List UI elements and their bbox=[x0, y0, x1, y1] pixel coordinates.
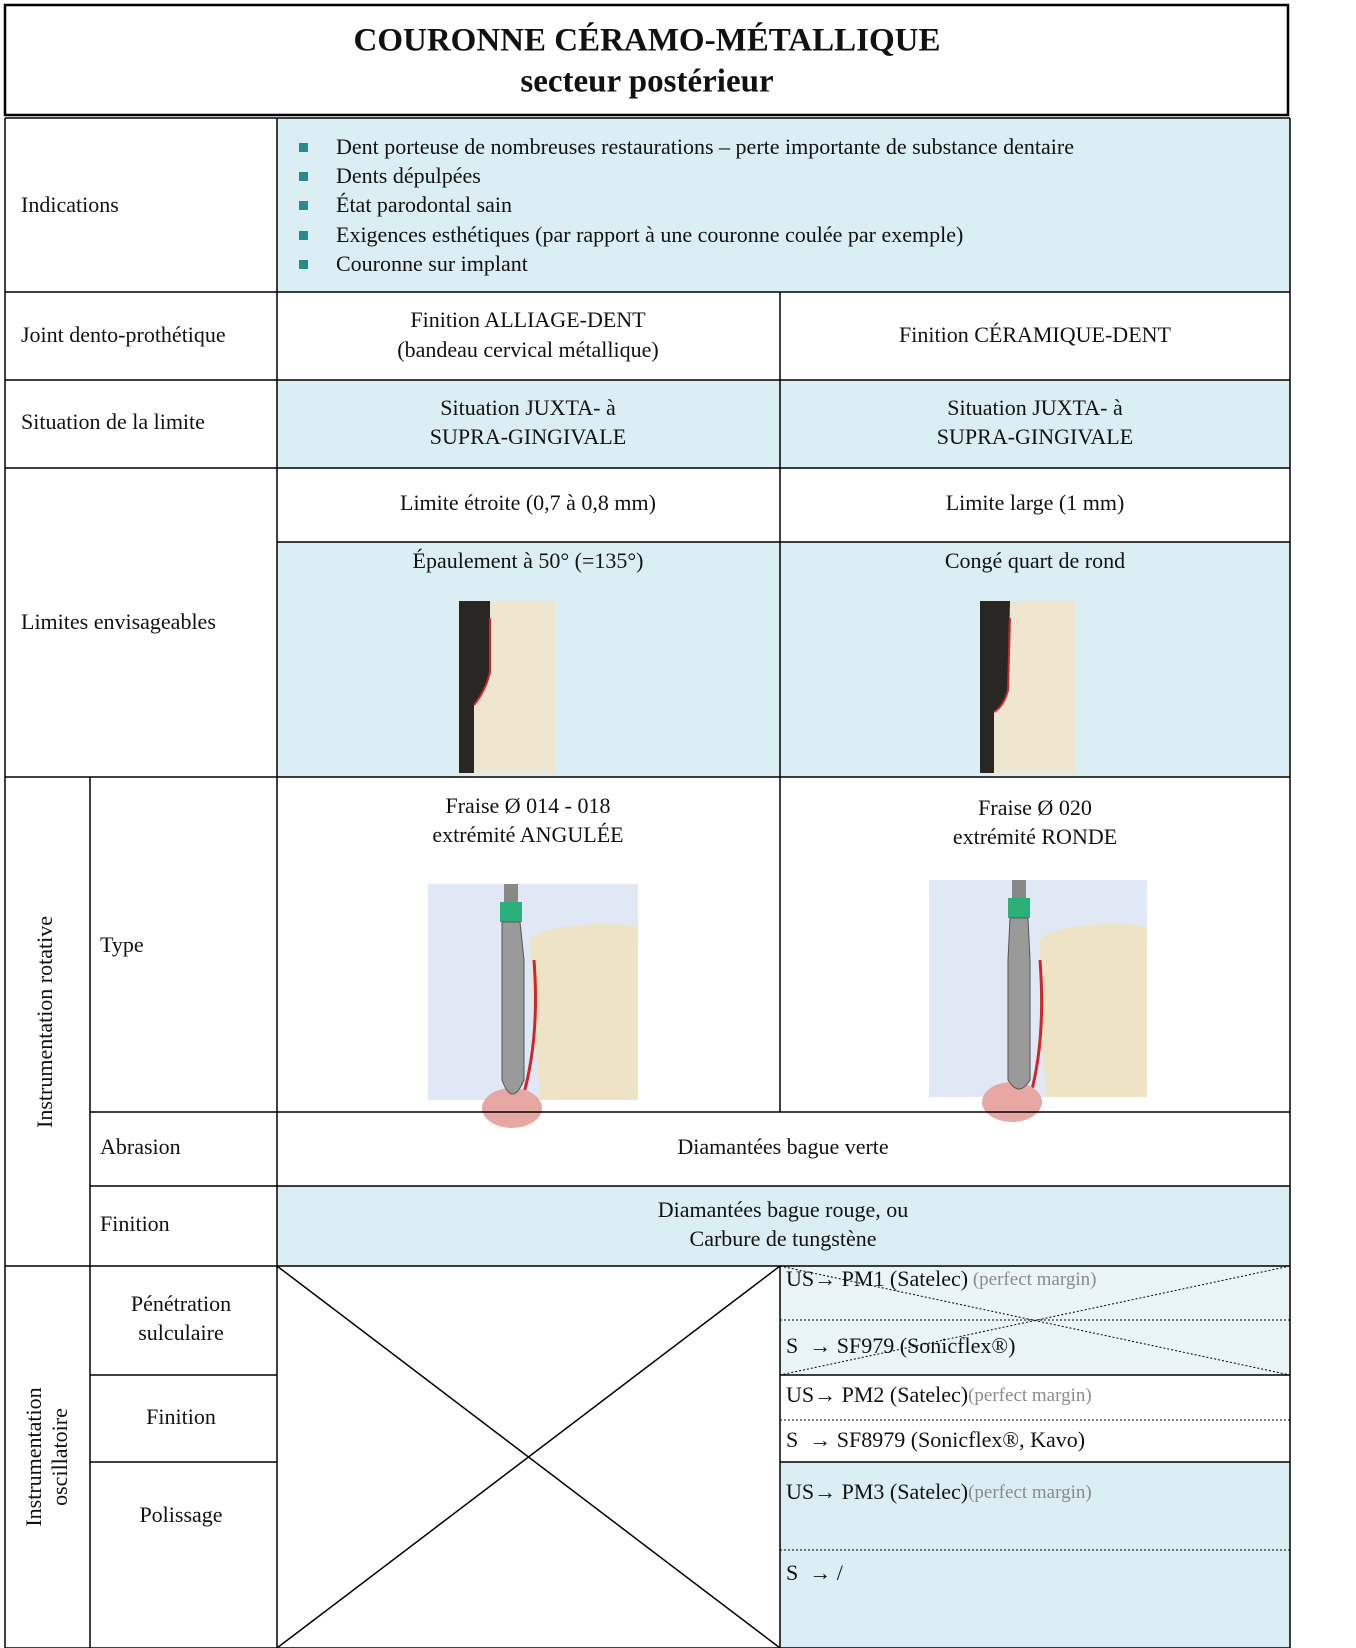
cell-text: SUPRA-GINGIVALE bbox=[937, 424, 1133, 449]
bur-image bbox=[428, 884, 638, 1128]
instrument: US→ PM1 (Satelec) bbox=[786, 1266, 968, 1291]
cell-bg bbox=[277, 1186, 1290, 1266]
row-label: Finition bbox=[146, 1404, 216, 1429]
tooth-image bbox=[459, 601, 555, 773]
row-label: Finition bbox=[100, 1211, 170, 1236]
tooth-image bbox=[980, 601, 1075, 773]
note: (perfect margin) bbox=[968, 1269, 1096, 1290]
row-label: Limites envisageables bbox=[21, 609, 216, 634]
subtitle: secteur postérieur bbox=[520, 64, 773, 100]
cell-bg bbox=[277, 380, 1290, 468]
table-borders bbox=[3, 3, 1291, 1648]
instrument-line: S → SF8979 (Sonicflex®, Kavo) bbox=[786, 1427, 1085, 1452]
indication-item: Dent porteuse de nombreuses restauration… bbox=[336, 134, 1074, 159]
instrument-line: S → SF979 (Sonicflex®) bbox=[786, 1333, 1015, 1358]
cell-text: Épaulement à 50° (=135°) bbox=[413, 548, 644, 573]
cell-text: Diamantées bague rouge, ou bbox=[658, 1197, 908, 1222]
cell-text: Limite étroite (0,7 à 0,8 mm) bbox=[400, 490, 656, 515]
row-label: Joint dento-prothétique bbox=[21, 322, 226, 347]
cell-bg bbox=[277, 542, 1290, 777]
note: (perfect margin) bbox=[968, 1482, 1092, 1503]
cell-text: (bandeau cervical métallique) bbox=[397, 337, 658, 362]
cell-text: Diamantées bague verte bbox=[677, 1134, 888, 1159]
group-label: oscillatoire bbox=[47, 1408, 72, 1506]
cell-text: Limite large (1 mm) bbox=[946, 490, 1125, 515]
indication-item: État parodontal sain bbox=[336, 192, 512, 217]
bur-image bbox=[929, 880, 1147, 1122]
indication-item: Couronne sur implant bbox=[336, 251, 528, 276]
cell-text: Situation JUXTA- à bbox=[947, 395, 1123, 420]
row-label: Pénétration bbox=[131, 1291, 231, 1316]
group-label: Instrumentation rotative bbox=[32, 916, 57, 1128]
cell-text: extrémité ANGULÉE bbox=[432, 822, 623, 847]
title: COURONNE CÉRAMO-MÉTALLIQUE bbox=[354, 22, 941, 59]
cell-text: Situation JUXTA- à bbox=[440, 395, 616, 420]
cell-text: Congé quart de rond bbox=[945, 548, 1125, 573]
row-label: Abrasion bbox=[100, 1134, 181, 1159]
cell-text: Fraise Ø 020 bbox=[978, 795, 1092, 820]
indication-item: Dents dépulpées bbox=[336, 163, 481, 188]
cell-text: extrémité RONDE bbox=[953, 824, 1117, 849]
instrument: US→ PM2 (Satelec) bbox=[786, 1382, 968, 1407]
cell-text: SUPRA-GINGIVALE bbox=[430, 424, 626, 449]
cell-text: Fraise Ø 014 - 018 bbox=[446, 793, 611, 818]
cell-text: Finition CÉRAMIQUE-DENT bbox=[899, 322, 1172, 347]
instrument-line: US→ PM1 (Satelec) (perfect margin) bbox=[786, 1266, 1096, 1291]
cell-bg bbox=[780, 1462, 1290, 1648]
instrument-line: US→ PM2 (Satelec)(perfect margin) bbox=[786, 1382, 1092, 1407]
row-label: sulculaire bbox=[138, 1320, 224, 1345]
row-label: Polissage bbox=[139, 1502, 222, 1527]
row-label: Type bbox=[100, 932, 144, 957]
row-label: Indications bbox=[21, 192, 119, 217]
group-label: Instrumentation bbox=[21, 1387, 46, 1526]
note: (perfect margin) bbox=[968, 1385, 1092, 1406]
bullets bbox=[299, 143, 308, 269]
instrument-line: S → / bbox=[786, 1560, 844, 1585]
row-label: Situation de la limite bbox=[21, 409, 205, 434]
cell-text: Finition ALLIAGE-DENT bbox=[410, 307, 646, 332]
indication-item: Exigences esthétiques (par rapport à une… bbox=[336, 222, 963, 247]
instrument-line: US→ PM3 (Satelec)(perfect margin) bbox=[786, 1479, 1092, 1504]
instrument: US→ PM3 (Satelec) bbox=[786, 1479, 968, 1504]
cell-text: Carbure de tungstène bbox=[690, 1226, 877, 1251]
cell-bg bbox=[277, 118, 1290, 292]
